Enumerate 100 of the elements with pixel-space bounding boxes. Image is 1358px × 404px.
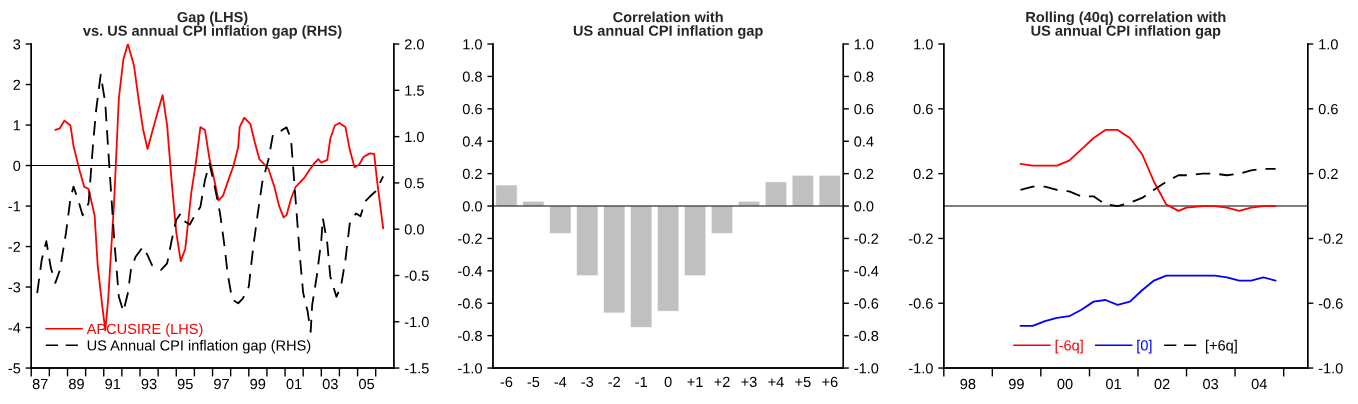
y2-tick-label: -1.5: [404, 363, 429, 374]
x-tick-label: 93: [141, 378, 157, 390]
x-tick-label: 04: [1251, 378, 1267, 390]
x-tick-label: +1: [687, 376, 703, 387]
x-tick-label: -4: [554, 376, 567, 387]
y2-tick-label: -0.6: [854, 298, 879, 309]
chart-title: Gap (LHS) vs. US annual CPI inflation gap (RHS): [82, 11, 342, 39]
y-tick-label: 0.8: [462, 71, 482, 82]
x-tick-label: 03: [322, 378, 338, 390]
chart-title: Rolling (40q) correlation with US annual CPI inflation gap: [1026, 11, 1226, 39]
x-tick-label: +6: [822, 376, 838, 388]
bar: [657, 205, 680, 312]
x-tick-label: -3: [581, 376, 594, 388]
x-tick-label: -6: [500, 376, 513, 388]
legend-label: [0]: [1137, 339, 1152, 354]
y-tick-label: 1.0: [463, 39, 482, 50]
y2-tick-label: 2.0: [404, 39, 424, 50]
x-tick-label: +2: [714, 376, 730, 387]
x-tick-label: -1: [635, 376, 647, 387]
y-tick-label: -0.6: [458, 298, 482, 309]
y-tick-label: 0.2: [462, 168, 482, 180]
y2-tick-label: -1.0: [404, 316, 429, 328]
y-tick-label: 1: [13, 120, 21, 131]
y-tick-label: -0.2: [908, 233, 933, 244]
y2-tick-label: 0.6: [1318, 103, 1338, 115]
bar: [818, 174, 841, 207]
x-tick-label: -5: [527, 376, 540, 388]
y-tick-label: -0.6: [908, 298, 933, 309]
bar: [603, 205, 626, 314]
x-tick-label: 00: [1057, 378, 1073, 390]
y2-tick-label: 0.0: [854, 201, 874, 212]
x-tick-label: 99: [1008, 378, 1024, 390]
y2-tick-label: 1.0: [405, 131, 424, 143]
y2-tick-label: -0.8: [854, 330, 879, 342]
y2-tick-label: 0.6: [854, 103, 874, 115]
legend-label: APCUSIRE (LHS): [86, 323, 203, 337]
line-series: [1019, 274, 1277, 327]
x-tick-label: 05: [359, 378, 375, 390]
y-tick-label: 0.6: [462, 103, 482, 115]
y-tick-label: -0.4: [458, 265, 483, 277]
y2-tick-label: 0.4: [854, 136, 874, 147]
y2-tick-label: -1.0: [1318, 363, 1343, 374]
x-tick-label: 01: [1106, 378, 1121, 390]
chart-title: Correlation with US annual CPI inflation gap: [573, 11, 763, 39]
y2-tick-label: -0.2: [1318, 233, 1343, 244]
x-tick-label: 02: [1154, 378, 1170, 390]
legend-label: US Annual CPI inflation gap (RHS): [87, 339, 311, 354]
x-tick-label: +3: [741, 376, 757, 388]
y2-tick-label: -0.4: [854, 265, 879, 277]
line-series: [1019, 128, 1277, 212]
y2-tick-label: -0.6: [1318, 298, 1343, 309]
x-tick-label: 95: [177, 378, 193, 390]
y-tick-label: 0.2: [913, 168, 933, 180]
y-tick-label: 1.0: [914, 39, 933, 50]
y2-tick-label: 0.5: [404, 178, 424, 189]
y-tick-label: -0.8: [458, 330, 482, 342]
bar: [710, 205, 734, 234]
bar: [630, 205, 653, 328]
y2-tick-label: -0.5: [404, 270, 429, 281]
x-tick-label: +5: [795, 376, 811, 388]
y2-tick-label: 0.0: [404, 224, 424, 235]
bar: [549, 205, 572, 234]
y-tick-label: 0.6: [913, 103, 933, 115]
bar: [495, 184, 518, 207]
y2-tick-label: 0.2: [1318, 168, 1338, 180]
y2-tick-label: -1.0: [854, 363, 879, 374]
y-tick-label: 0.4: [462, 136, 483, 147]
bar: [576, 205, 599, 277]
y2-tick-label: 1.0: [854, 39, 874, 50]
bar: [683, 205, 707, 277]
x-tick-label: 03: [1203, 378, 1219, 390]
x-tick-label: 91: [105, 378, 121, 390]
y-tick-label: -1: [8, 201, 21, 212]
y2-tick-label: -0.2: [854, 233, 879, 244]
x-tick-label: -2: [608, 376, 620, 387]
x-tick-label: 01: [286, 378, 302, 390]
y-tick-label: -1.0: [458, 363, 482, 374]
y2-tick-label: 1.0: [1319, 39, 1338, 50]
y-tick-label: -5: [8, 363, 21, 374]
y-tick-label: -3: [8, 282, 21, 293]
legend-label: [-6q]: [1055, 339, 1083, 354]
x-tick-label: 98: [960, 378, 976, 390]
y2-tick-label: 1.5: [405, 85, 424, 96]
y-tick-label: 0.0: [462, 201, 482, 212]
y-tick-label: 3: [13, 39, 21, 50]
y-tick-label: 0: [13, 160, 21, 171]
y2-tick-label: 0.8: [854, 71, 874, 82]
x-tick-label: 0: [664, 376, 672, 388]
y-tick-label: -2: [8, 241, 21, 252]
y-tick-label: -1.0: [908, 363, 933, 374]
x-tick-label: 99: [250, 378, 266, 390]
x-tick-label: 97: [214, 378, 229, 390]
x-tick-label: 89: [69, 378, 84, 390]
y-tick-label: 2: [13, 79, 21, 90]
bar: [791, 174, 815, 207]
x-tick-label: 87: [32, 378, 48, 390]
x-tick-label: +4: [768, 376, 784, 387]
bar: [764, 181, 788, 207]
y-tick-label: -0.2: [458, 233, 482, 244]
legend-label: [+6q]: [1206, 339, 1237, 354]
